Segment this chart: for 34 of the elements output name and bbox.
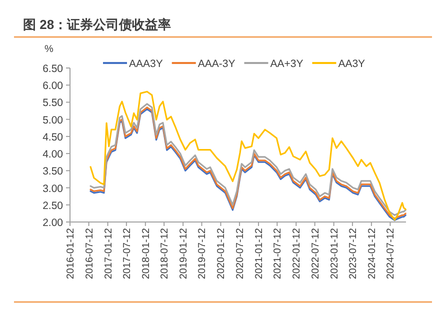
x-tick-label: 2018-07-12 <box>160 228 171 280</box>
x-tick-label: 2022-01-12 <box>292 228 303 280</box>
y-axis-title: % <box>44 44 54 55</box>
x-tick-label: 2024-07-12 <box>386 228 397 280</box>
y-tick-label: 6.50 <box>42 63 64 75</box>
x-tick-label: 2016-07-12 <box>84 228 96 280</box>
x-tick-label: 2020-07-12 <box>234 228 246 280</box>
legend-label: AAA-3Y <box>198 58 236 70</box>
x-tick-label: 2019-01-12 <box>178 228 190 280</box>
x-tick-label: 2016-01-12 <box>66 228 76 280</box>
y-tick-label: 2.00 <box>42 217 64 229</box>
y-tick-label: 5.50 <box>42 97 64 110</box>
y-tick-label: 2.50 <box>42 200 64 212</box>
y-tick-label: 3.00 <box>42 182 64 195</box>
chart-title: 图 28：证券公司债收益率 <box>23 17 172 32</box>
x-tick-label: 2017-07-12 <box>122 228 133 280</box>
x-tick-label: 2017-01-12 <box>103 228 114 280</box>
y-tick-label: 6.00 <box>42 80 64 92</box>
x-tick-label: 2020-01-12 <box>216 228 228 280</box>
legend-label: AAA3Y <box>129 58 163 70</box>
x-tick-label: 2019-07-12 <box>197 228 208 280</box>
x-tick-label: 2021-01-12 <box>254 228 265 280</box>
x-tick-label: 2022-07-12 <box>310 228 322 280</box>
y-tick-label: 4.50 <box>42 131 64 144</box>
legend-label: AA3Y <box>338 58 366 70</box>
y-tick-label: 4.00 <box>42 148 64 161</box>
y-tick-label: 5.00 <box>42 114 64 126</box>
y-tick-label: 3.50 <box>42 166 64 178</box>
x-tick-label: 2023-07-12 <box>348 228 359 280</box>
x-tick-label: 2024-01-12 <box>366 228 378 280</box>
x-tick-label: 2023-01-12 <box>329 228 340 280</box>
x-tick-label: 2021-07-12 <box>272 228 284 280</box>
x-tick-label: 2018-01-12 <box>140 228 152 280</box>
legend-label: AA+3Y <box>270 58 304 70</box>
